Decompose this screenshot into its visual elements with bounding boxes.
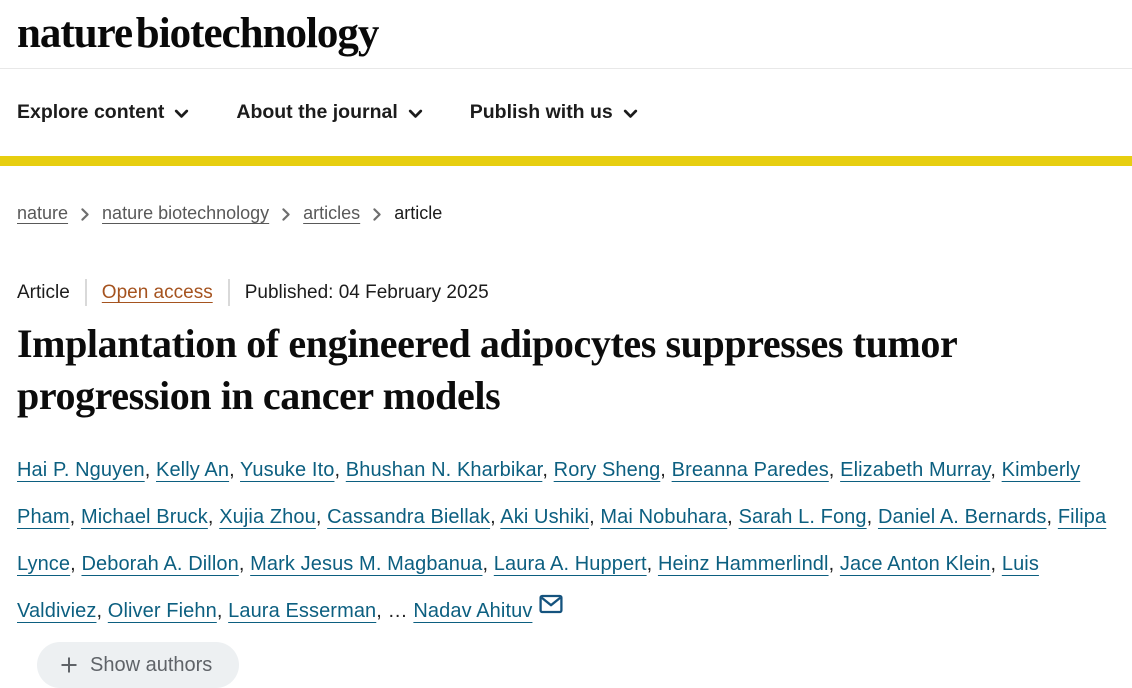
nav-item-label: Publish with us <box>469 101 613 123</box>
author-separator: , <box>727 506 739 528</box>
content: nature nature biotechnology articles articl… <box>0 203 1132 688</box>
chevron-right-icon <box>81 208 89 221</box>
show-authors-label: Show authors <box>90 653 213 676</box>
corresponding-author: Nadav Ahituv <box>413 594 563 622</box>
show-authors-button[interactable]: Show authors <box>37 642 240 688</box>
chevron-right-icon <box>282 208 290 221</box>
published-date: Published: 04 February 2025 <box>244 281 489 303</box>
chevron-down-icon <box>408 109 422 118</box>
author-separator: , <box>334 459 346 481</box>
author-separator: , <box>589 506 601 528</box>
breadcrumb-link-nature[interactable]: nature <box>17 203 69 223</box>
breadcrumb-link-nature-biotechnology[interactable]: nature biotechnology <box>102 203 270 223</box>
author-link[interactable]: Kelly An <box>156 459 230 481</box>
author-separator: , <box>70 553 82 575</box>
author-link[interactable]: Rory Sheng <box>553 459 661 481</box>
author-link[interactable]: Hai P. Nguyen <box>17 459 145 481</box>
author-link[interactable]: Jace Anton Klein <box>839 553 991 575</box>
author-link[interactable]: Bhushan N. Kharbikar <box>345 459 543 481</box>
author-separator: , <box>238 553 251 575</box>
author-link[interactable]: Cassandra Biellak <box>327 506 491 528</box>
author-link-corresponding[interactable]: Nadav Ahituv <box>413 600 533 622</box>
nav-item-publish-with-us[interactable]: Publish with us <box>470 101 638 124</box>
author-list: Hai P. Nguyen, Kelly An, Yusuke Ito, Bhu… <box>17 447 1115 635</box>
author-link[interactable]: Mark Jesus M. Magbanua <box>250 553 483 575</box>
author-link[interactable]: Xujia Zhou <box>219 506 316 528</box>
meta-divider <box>227 279 230 306</box>
author-separator: , <box>1046 506 1058 528</box>
author-separator: , <box>866 506 878 528</box>
author-separator: , <box>229 459 241 481</box>
author-link[interactable]: Laura Esserman <box>228 600 377 622</box>
author-separator: , <box>96 600 108 622</box>
author-separator: , <box>490 506 501 528</box>
author-link[interactable]: Yusuke Ito <box>240 459 335 481</box>
author-link[interactable]: Daniel A. Bernards <box>877 506 1047 528</box>
breadcrumb: nature nature biotechnology articles articl… <box>17 203 1115 224</box>
email-icon[interactable] <box>539 594 563 614</box>
breadcrumb-current: article <box>394 203 443 223</box>
author-separator: , <box>660 459 672 481</box>
brand-bar <box>0 156 1132 166</box>
author-separator: , <box>990 459 1002 481</box>
article-type-label: Article <box>17 281 70 303</box>
breadcrumb-link-articles[interactable]: articles <box>303 203 361 223</box>
author-separator: , <box>376 600 388 622</box>
nav-item-about-the-journal[interactable]: About the journal <box>236 101 422 124</box>
author-separator: , <box>542 459 554 481</box>
author-separator: , <box>646 553 658 575</box>
chevron-down-icon <box>175 109 189 118</box>
open-access-link[interactable]: Open access <box>101 281 213 303</box>
author-separator: , <box>990 553 1002 575</box>
author-link[interactable]: Laura A. Huppert <box>493 553 647 575</box>
author-link[interactable]: Deborah A. Dillon <box>81 553 239 575</box>
author-link[interactable]: Breanna Paredes <box>671 459 829 481</box>
author-link[interactable]: Mai Nobuhara <box>600 506 728 528</box>
nav-item-label: About the journal <box>236 101 398 123</box>
author-separator: , <box>216 600 229 622</box>
masthead: nature biotechnology <box>0 0 1132 69</box>
author-separator: , <box>207 506 220 528</box>
author-link[interactable]: Heinz Hammerlindl <box>657 553 829 575</box>
chevron-right-icon <box>373 208 381 221</box>
author-link[interactable]: Filipa Lynce <box>17 506 1107 575</box>
author-separator: , <box>828 553 840 575</box>
journal-logo[interactable]: nature biotechnology <box>17 10 379 57</box>
nav-item-label: Explore content <box>17 101 165 123</box>
author-list-ellipsis: … <box>387 600 414 622</box>
article-title: Implantation of engineered adipocytes su… <box>17 321 957 418</box>
chevron-down-icon <box>623 109 637 118</box>
nav-item-explore-content[interactable]: Explore content <box>17 101 189 124</box>
author-link[interactable]: Kimberly Pham <box>17 459 1081 528</box>
author-separator: , <box>482 553 494 575</box>
author-separator: , <box>144 459 157 481</box>
author-separator: , <box>315 506 328 528</box>
author-link[interactable]: Aki Ushiki <box>500 506 590 528</box>
plus-icon <box>61 657 77 673</box>
author-link[interactable]: Luis Valdiviez <box>17 553 1039 622</box>
author-link[interactable]: Sarah L. Fong <box>738 506 867 528</box>
primary-nav: Explore content About the journal Publish … <box>0 69 1132 156</box>
author-link[interactable]: Oliver Fiehn <box>107 600 217 622</box>
author-link[interactable]: Elizabeth Murray <box>840 459 991 481</box>
author-separator: , <box>69 506 81 528</box>
meta-divider <box>84 279 87 306</box>
article-meta: Article Open access Published: 04 Februa… <box>17 279 1115 306</box>
author-link[interactable]: Michael Bruck <box>80 506 208 528</box>
author-separator: , <box>828 459 841 481</box>
